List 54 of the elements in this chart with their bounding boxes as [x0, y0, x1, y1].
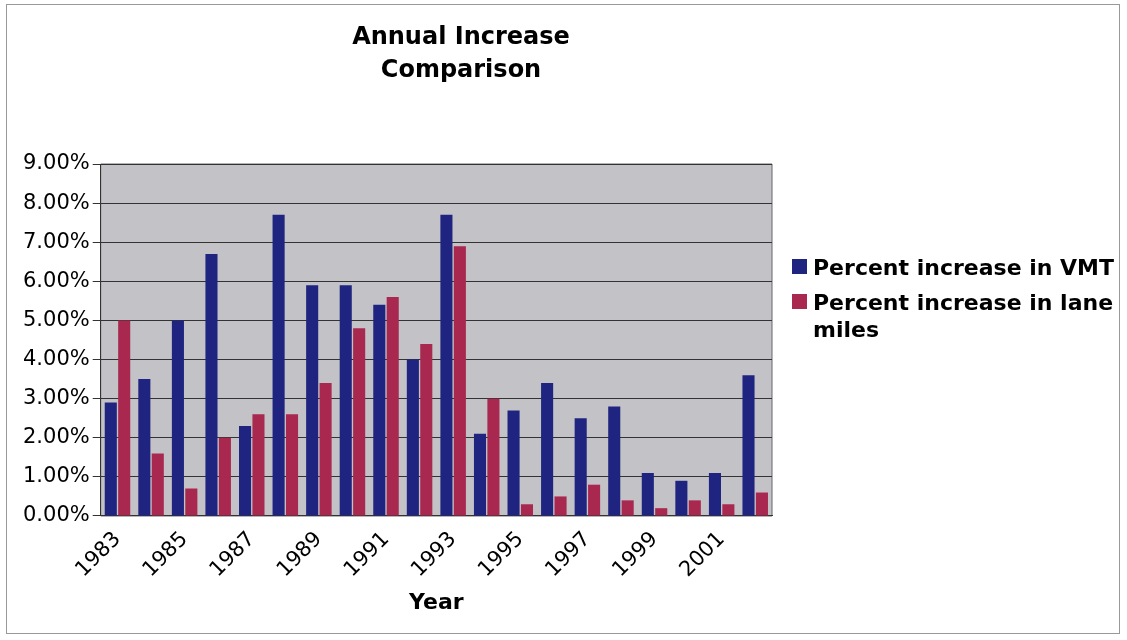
chart-title: Annual Increase Comparison [351, 21, 571, 85]
bar [171, 320, 184, 516]
bar [252, 414, 265, 516]
bar [621, 500, 634, 516]
bar [205, 253, 218, 516]
bar [574, 418, 587, 516]
x-axis-title: Year [408, 588, 464, 614]
bar [285, 414, 299, 516]
bar [353, 328, 366, 516]
bar [306, 285, 319, 516]
y-tick-label: 6.00% [22, 267, 90, 292]
bar [104, 402, 117, 516]
bar [487, 398, 500, 516]
bar [319, 383, 332, 516]
bar [588, 484, 601, 516]
bar [755, 492, 768, 516]
y-tick-label: 8.00% [22, 189, 90, 214]
bar [118, 320, 131, 516]
y-tick-label: 7.00% [22, 228, 90, 253]
y-tick-label: 9.00% [22, 150, 90, 175]
bar [406, 359, 419, 516]
bar [440, 214, 453, 516]
bar [386, 296, 399, 516]
y-tick-label: 3.00% [22, 385, 90, 410]
bar [185, 488, 198, 516]
bar [541, 383, 554, 516]
bar [641, 472, 654, 516]
bar [507, 410, 520, 516]
bar [655, 508, 668, 516]
bar [473, 433, 487, 516]
bar [339, 285, 352, 516]
y-tick-label: 5.00% [22, 306, 90, 331]
bar [554, 496, 567, 516]
bar [708, 472, 721, 516]
bar [138, 379, 151, 516]
bar [239, 426, 252, 516]
bar [151, 453, 164, 516]
y-tick-label: 4.00% [22, 346, 90, 370]
bar [675, 480, 688, 516]
legend-label: Percent increase in lane miles [813, 289, 1115, 343]
y-tick-label: 0.00% [22, 502, 90, 527]
y-tick-label: 2.00% [22, 424, 90, 449]
bar [688, 500, 701, 516]
bar [420, 343, 433, 516]
bar [722, 504, 735, 516]
y-tick-label: 1.00% [22, 463, 90, 488]
legend-label: Percent increase in VMT [813, 254, 1115, 281]
bar [373, 304, 386, 516]
bar [608, 406, 621, 516]
bar [742, 375, 755, 516]
bar [272, 214, 285, 516]
bar [520, 504, 534, 516]
bar [453, 246, 466, 516]
bar [218, 437, 231, 516]
